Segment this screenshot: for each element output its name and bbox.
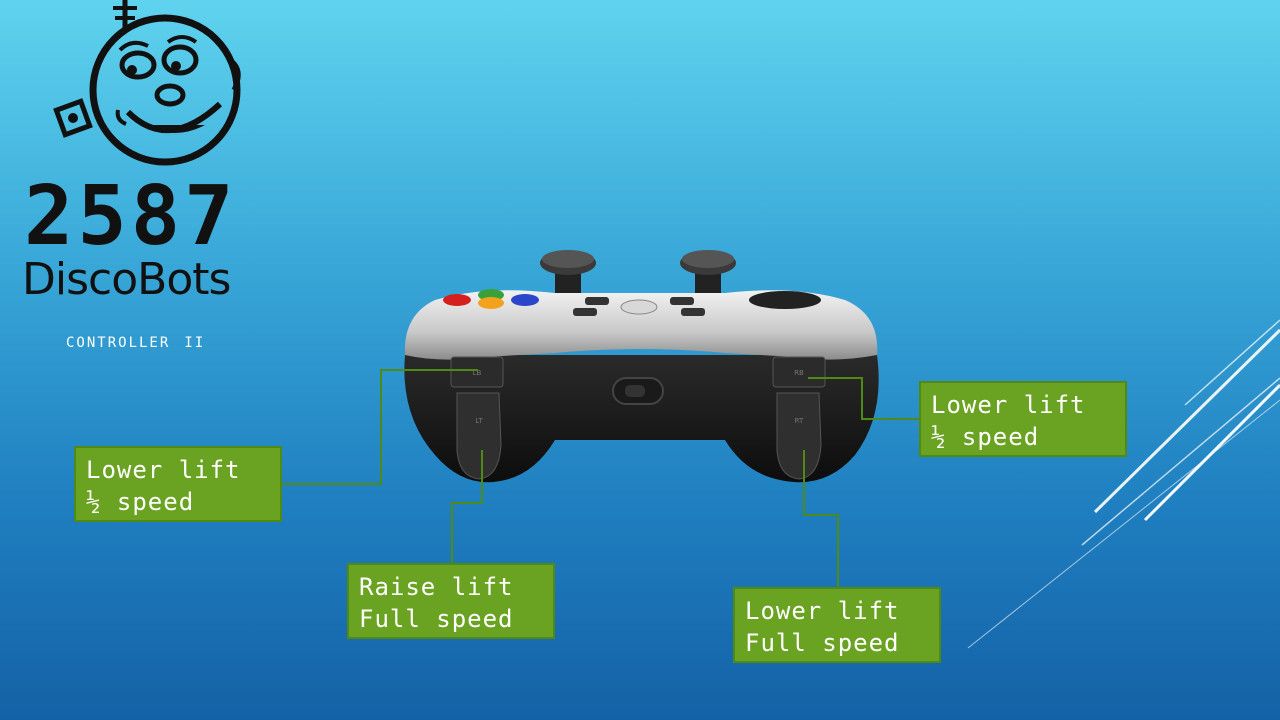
callout-line-2: ½ speed [931,423,1040,451]
left-thumbstick [540,250,596,305]
right-trigger [776,392,822,480]
callout-line-1: Lower lift [745,597,900,625]
callout-line-2: Full speed [745,629,900,657]
left-bumper-label: LB [473,369,482,377]
callout-right-trigger: Lower lift Full speed [733,587,941,663]
red-face-button [443,294,471,306]
callout-left-bumper: Lower lift ½ speed [74,446,282,522]
callout-left-trigger: Raise lift Full speed [347,563,555,639]
gamepad-controller-image: LB LT RB RT [404,250,879,483]
right-trigger-label: RT [795,417,804,425]
callout-line-1: Raise lift [359,573,514,601]
callout-line-2: ½ speed [86,488,195,516]
callout-line-1: Lower lift [931,391,1086,419]
callout-right-bumper: Lower lift ½ speed [919,381,1127,457]
orange-face-button [478,297,504,309]
left-trigger-label: LT [475,417,483,425]
team-number: 2587 [24,169,238,264]
slide-subtitle: Controller II [66,328,206,352]
team-name: DiscoBots [22,254,231,305]
right-bumper-label: RB [794,369,804,377]
team-logo-mascot [53,0,241,166]
callout-line-2: Full speed [359,605,514,633]
left-trigger [456,392,502,480]
callout-line-1: Lower lift [86,456,241,484]
blue-face-button [511,294,539,306]
